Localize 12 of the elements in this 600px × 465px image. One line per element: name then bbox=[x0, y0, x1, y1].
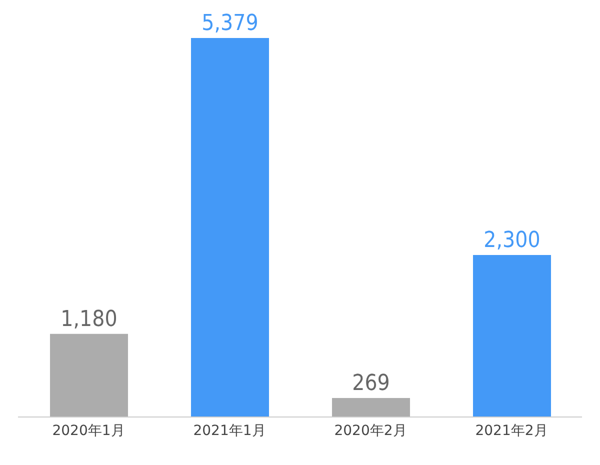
x-tick-label: 2020年1月 bbox=[52, 422, 125, 439]
bar bbox=[50, 334, 128, 417]
data-label: 269 bbox=[352, 371, 390, 396]
data-label: 2,300 bbox=[484, 228, 540, 253]
bar bbox=[191, 38, 269, 417]
bar bbox=[332, 398, 410, 417]
data-label: 1,180 bbox=[60, 306, 118, 332]
x-tick-label: 2021年1月 bbox=[193, 422, 266, 439]
x-tick-label: 2021年2月 bbox=[475, 422, 548, 439]
bar bbox=[473, 254, 551, 417]
data-label: 5,379 bbox=[202, 11, 258, 36]
x-tick-label: 2020年2月 bbox=[334, 422, 407, 439]
